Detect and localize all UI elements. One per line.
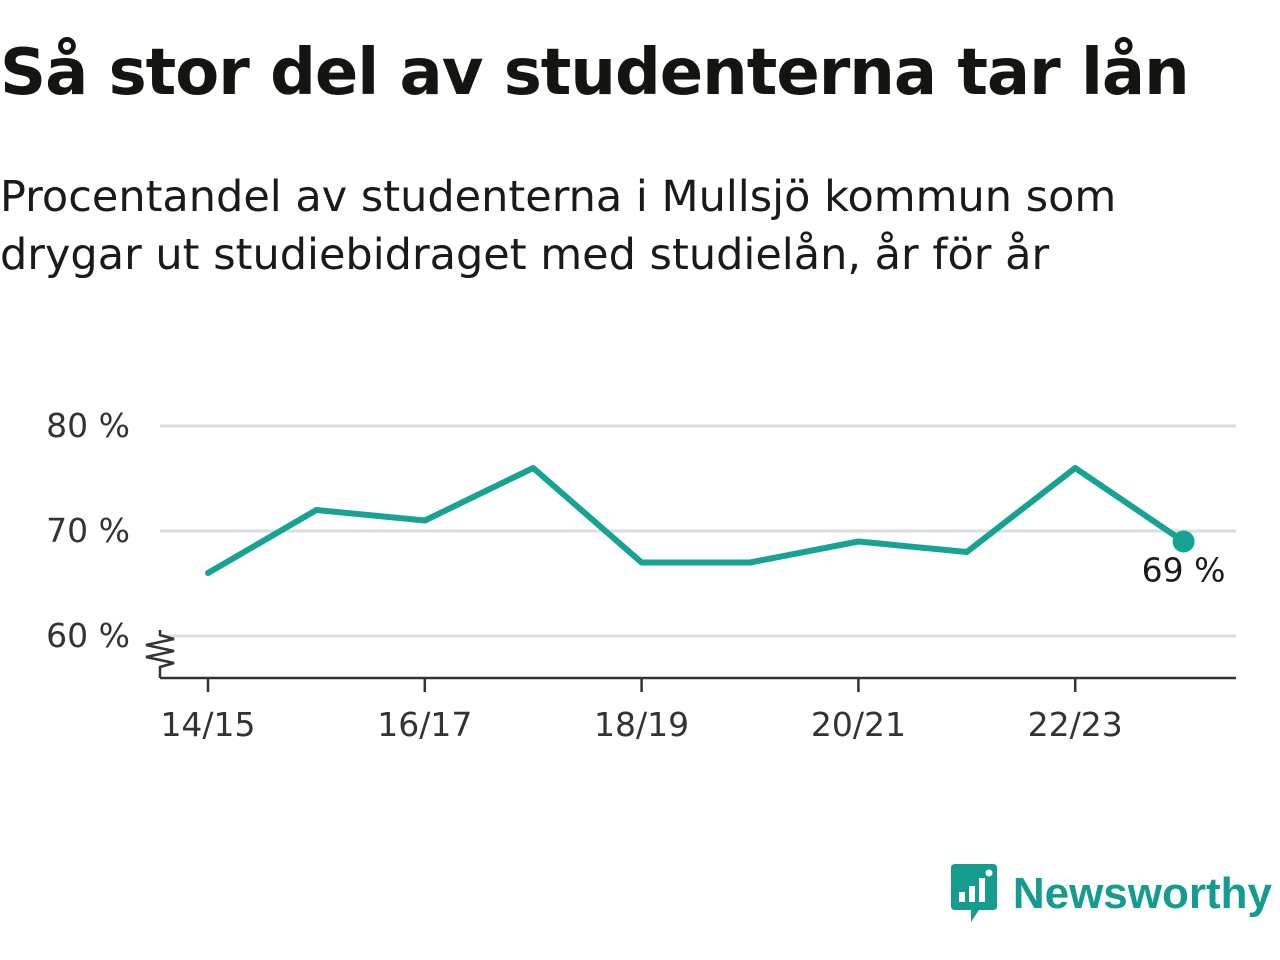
newsworthy-brand: Newsworthy bbox=[949, 864, 1272, 924]
last-data-point bbox=[1172, 530, 1195, 553]
chart-subtitle: Procentandel av studenterna i Mullsjö ko… bbox=[0, 172, 1117, 280]
brand-name: Newsworthy bbox=[1012, 869, 1272, 918]
y-tick-label: 80 % bbox=[46, 406, 130, 445]
y-tick-label: 60 % bbox=[46, 616, 130, 655]
last-value-label: 69 % bbox=[1142, 551, 1226, 590]
newsworthy-logo-icon bbox=[950, 864, 997, 922]
x-axis: 14/15 16/17 18/19 20/21 22/23 bbox=[145, 630, 1236, 744]
axis-break-icon bbox=[145, 630, 175, 678]
line-chart: 60 % 70 % 80 % 14/15 16/17 18/19 20/21 22/23 6… bbox=[46, 406, 1236, 744]
series-line bbox=[205, 465, 1187, 576]
series-layer: 69 % bbox=[205, 465, 1226, 590]
y-axis-tick-labels: 60 % 70 % 80 % bbox=[46, 406, 130, 655]
chart-title: Så stor del av studenterna tar lån bbox=[0, 36, 1190, 110]
x-tick-label: 20/21 bbox=[811, 705, 906, 744]
x-tick-label: 16/17 bbox=[377, 705, 472, 744]
y-tick-label: 70 % bbox=[46, 511, 130, 550]
x-tick-label: 22/23 bbox=[1028, 705, 1123, 744]
x-tick-label: 14/15 bbox=[160, 705, 255, 744]
x-tick-label: 18/19 bbox=[594, 705, 689, 744]
gridlines bbox=[160, 424, 1236, 638]
